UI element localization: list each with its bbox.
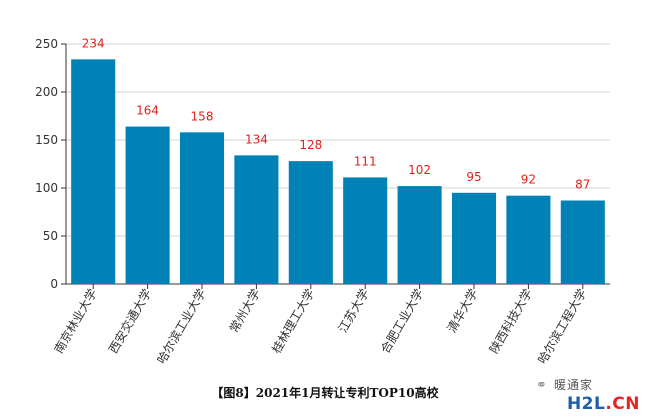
y-tick-label: 100: [35, 181, 58, 195]
data-label: 164: [136, 104, 159, 118]
x-tick-label: 清华大学: [444, 286, 481, 335]
data-label: 87: [575, 177, 590, 191]
data-label: 111: [354, 154, 377, 168]
watermark: ⚭ 暖通家 H2L.CN: [536, 376, 644, 414]
bar: [179, 132, 225, 284]
x-tick-label: 江苏大学: [335, 286, 372, 335]
data-label: 92: [521, 173, 536, 187]
h2l-logo: H2L.CN: [566, 394, 640, 414]
bar: [506, 195, 551, 284]
y-tick-label: 150: [35, 133, 58, 147]
bar: [125, 126, 170, 284]
wechat-icon: ⚭: [536, 378, 547, 393]
x-tick-label: 西安交通大学: [105, 286, 154, 356]
data-label: 134: [245, 132, 268, 146]
y-tick-label: 200: [35, 85, 58, 99]
x-tick-label: 哈尔滨工业大学: [154, 286, 209, 366]
data-label: 234: [82, 36, 105, 50]
bar: [397, 186, 442, 284]
bar: [71, 59, 116, 284]
y-tick-label: 0: [50, 277, 58, 291]
watermark-text: 暖通家: [554, 378, 594, 392]
data-label: 128: [299, 138, 322, 152]
x-tick-label: 合肥工业大学: [377, 286, 426, 356]
bar: [234, 155, 279, 284]
x-tick-label: 常州大学: [226, 286, 263, 335]
data-label: 158: [191, 109, 214, 123]
bar: [343, 177, 388, 284]
x-tick-label: 陕西科技大学: [486, 286, 535, 356]
data-label: 102: [408, 163, 431, 177]
bar: [451, 192, 497, 284]
x-tick-label: 桂林理工大学: [268, 286, 317, 356]
x-tick-label: 哈尔滨工程大学: [534, 286, 589, 366]
bar: [288, 161, 333, 284]
data-label: 95: [466, 170, 481, 184]
bar: [560, 200, 605, 284]
bar-chart: 0 50 100 150 200 250 234 南京林业大学 164 西安交通大学 158 哈尔滨工…: [35, 36, 610, 366]
y-tick-label: 50: [43, 229, 58, 243]
figure-caption: 【图8】2021年1月转让专利TOP10高校: [211, 386, 439, 400]
x-tick-label: 南京林业大学: [51, 286, 100, 356]
y-tick-label: 250: [35, 37, 58, 51]
